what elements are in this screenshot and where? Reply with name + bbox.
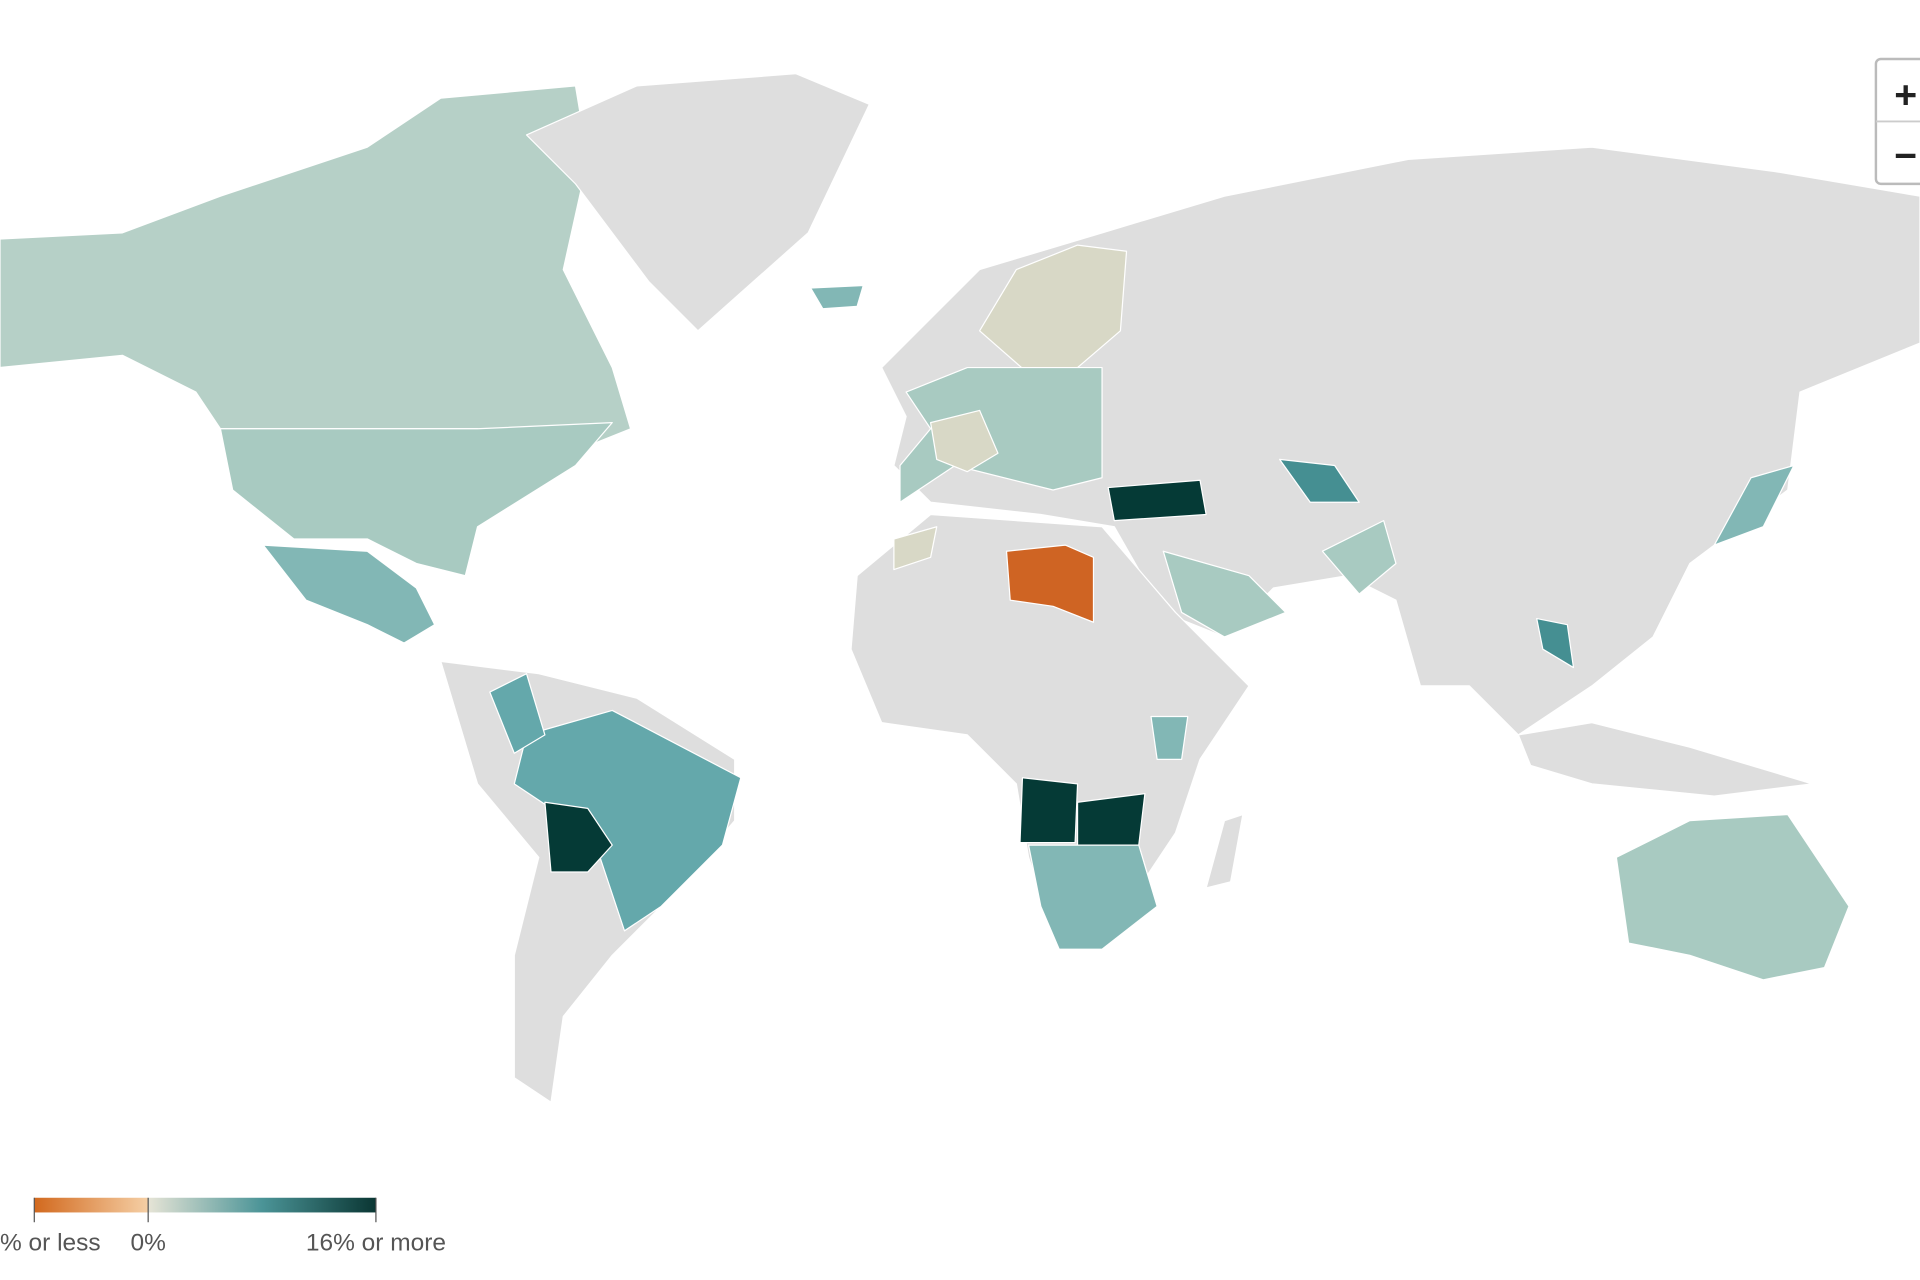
japan [1713,464,1795,546]
angola [1019,777,1079,844]
madagascar [1205,813,1244,889]
canada [0,85,632,467]
libya [1005,544,1095,623]
legend-label: 0% [130,1229,165,1256]
zoom-control: + − [1874,57,1920,186]
france [930,409,999,473]
pakistan [1321,520,1397,595]
uzbekistan [1278,458,1360,503]
kenya [1150,715,1189,760]
iceland [810,284,864,310]
europe [899,366,1103,503]
bolivia [544,801,613,873]
indonesia [1517,722,1813,797]
zambia [1076,793,1146,846]
southern-africa [1027,844,1158,950]
legend-negative [34,1197,149,1213]
zoom-in[interactable]: + [1894,74,1917,117]
zoom-out[interactable]: − [1894,135,1917,178]
eurasia [881,146,1920,736]
legend: % or less 0% 16% or more [0,1197,446,1256]
turkey [1107,479,1207,522]
brazil [513,709,742,932]
legend-label: 16% or more [306,1229,446,1256]
morocco [893,526,938,571]
mexico [262,544,436,644]
usa [219,422,613,577]
land [0,73,1920,1103]
australia [1615,813,1850,981]
saudi-arabia [1162,550,1287,638]
laos [1536,617,1575,669]
colombia [489,673,546,754]
legend-label: % or less [0,1229,101,1256]
greenland [525,73,870,332]
legend-positive [148,1197,376,1213]
